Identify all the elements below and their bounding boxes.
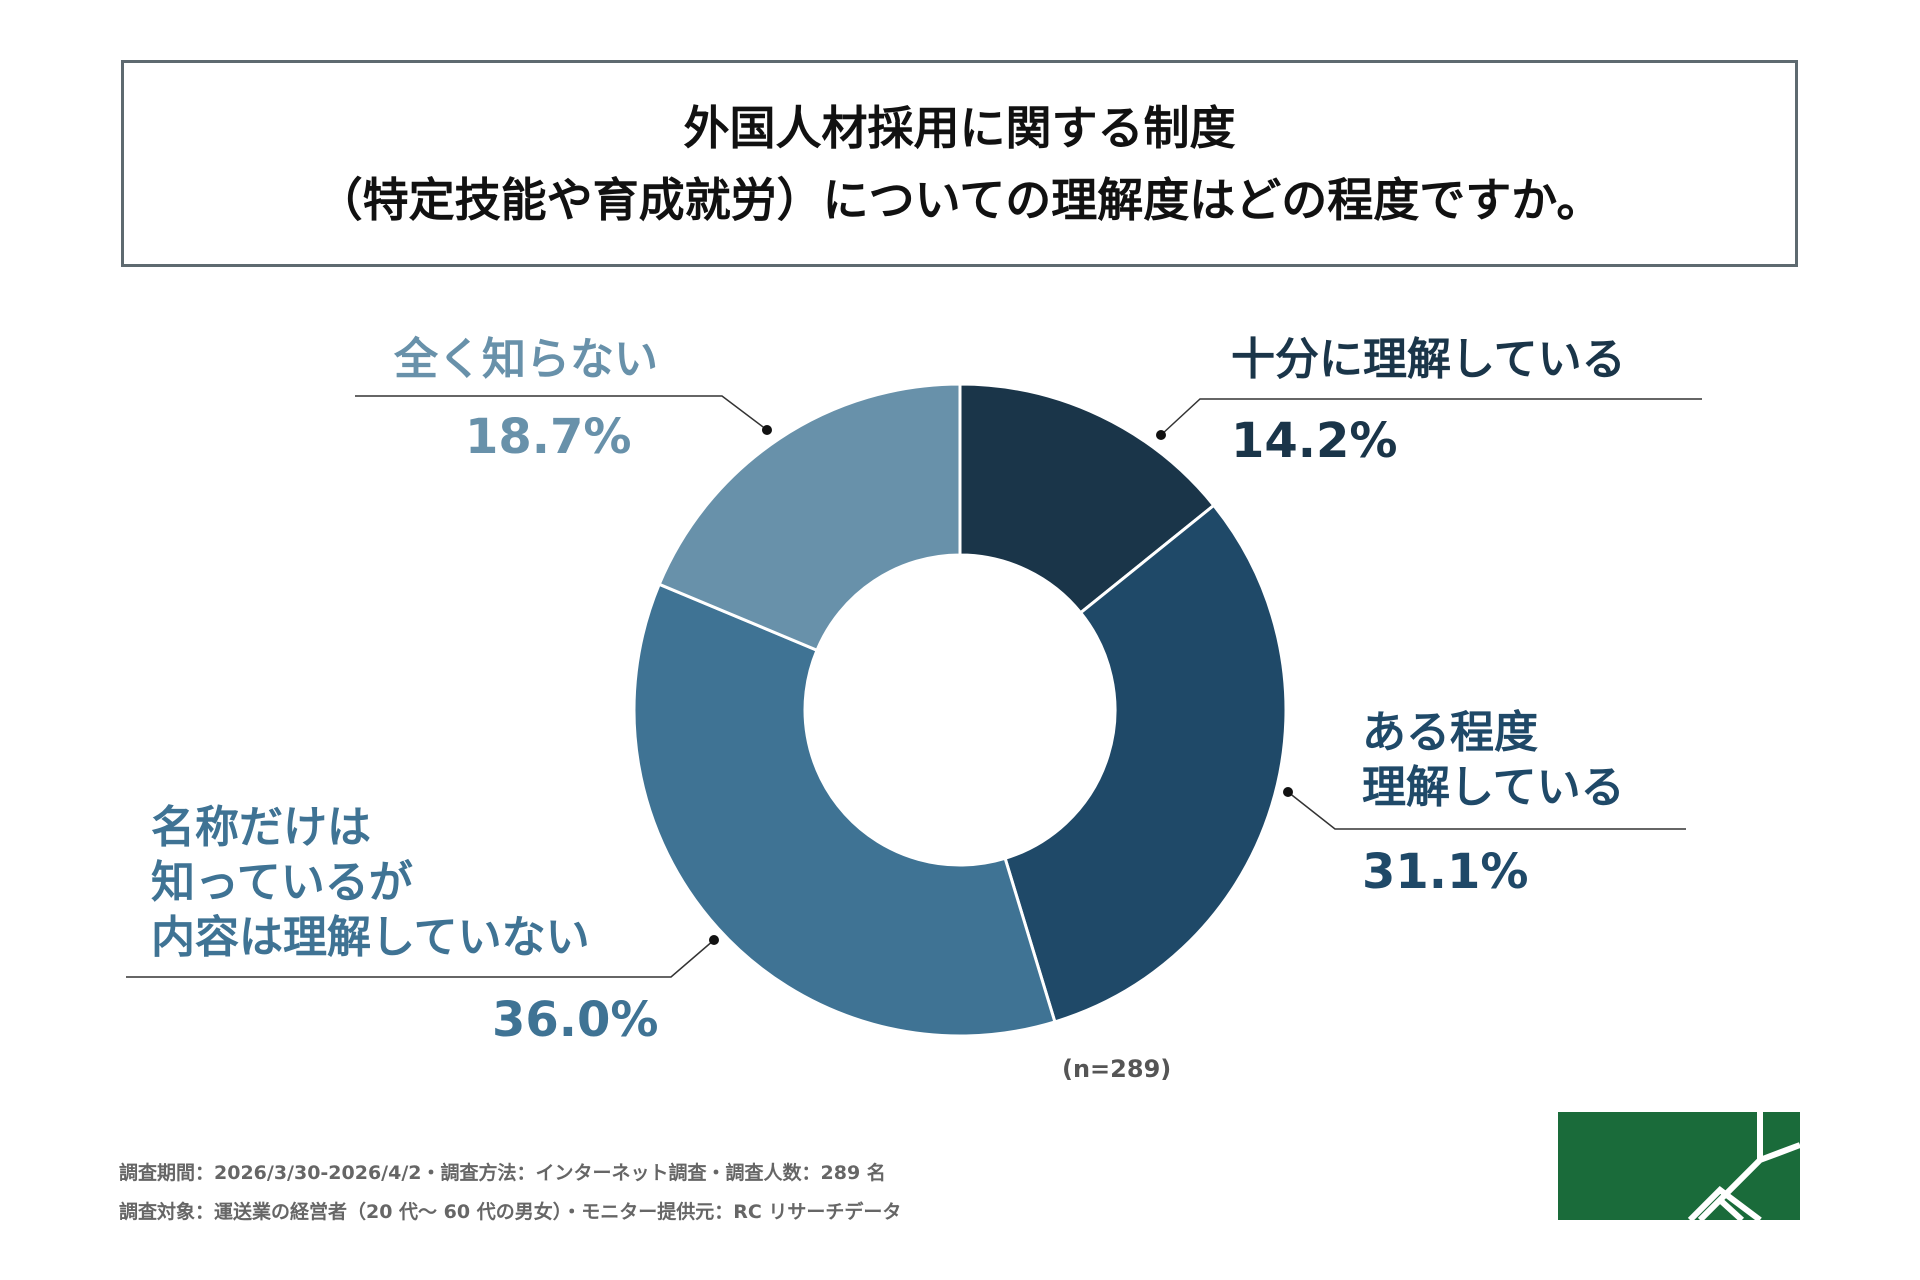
leader-line [126, 939, 715, 978]
category-label: 全く知らない [394, 334, 658, 385]
value-label: 14.2% [1231, 413, 1398, 469]
value-label: 36.0% [492, 992, 659, 1048]
leader-line [1287, 791, 1686, 830]
category-label: 名称だけは 知っているが 内容は理解していない [151, 802, 590, 963]
footer-line: 調査対象：運送業の経営者（20 代～ 60 代の男女）・モニター提供元：RC リ… [119, 1201, 902, 1223]
category-label: ある程度 理解している [1362, 707, 1625, 813]
value-label: 18.7% [465, 409, 632, 465]
footer-line: 調査期間：2026/3/30-2026/4/2・調査方法：インターネット調査・調… [119, 1162, 886, 1184]
leader-dot [709, 935, 719, 945]
slice [1003, 503, 1288, 1024]
leader-dot [1283, 787, 1293, 797]
sample-note: (n=289) [1062, 1055, 1172, 1083]
chart-title: 外国人材採用に関する制度 （特定技能や育成就労）についての理解度はどの程度ですか… [121, 60, 1798, 267]
leader-dot [1156, 430, 1166, 440]
slice [657, 382, 962, 653]
logo [1558, 1112, 1802, 1223]
slice [632, 582, 1057, 1038]
value-label: 31.1% [1362, 844, 1529, 900]
leader-line [355, 395, 768, 431]
category-label: 十分に理解している [1231, 334, 1626, 385]
leader-dot [762, 425, 772, 435]
leader-line [1160, 398, 1702, 436]
